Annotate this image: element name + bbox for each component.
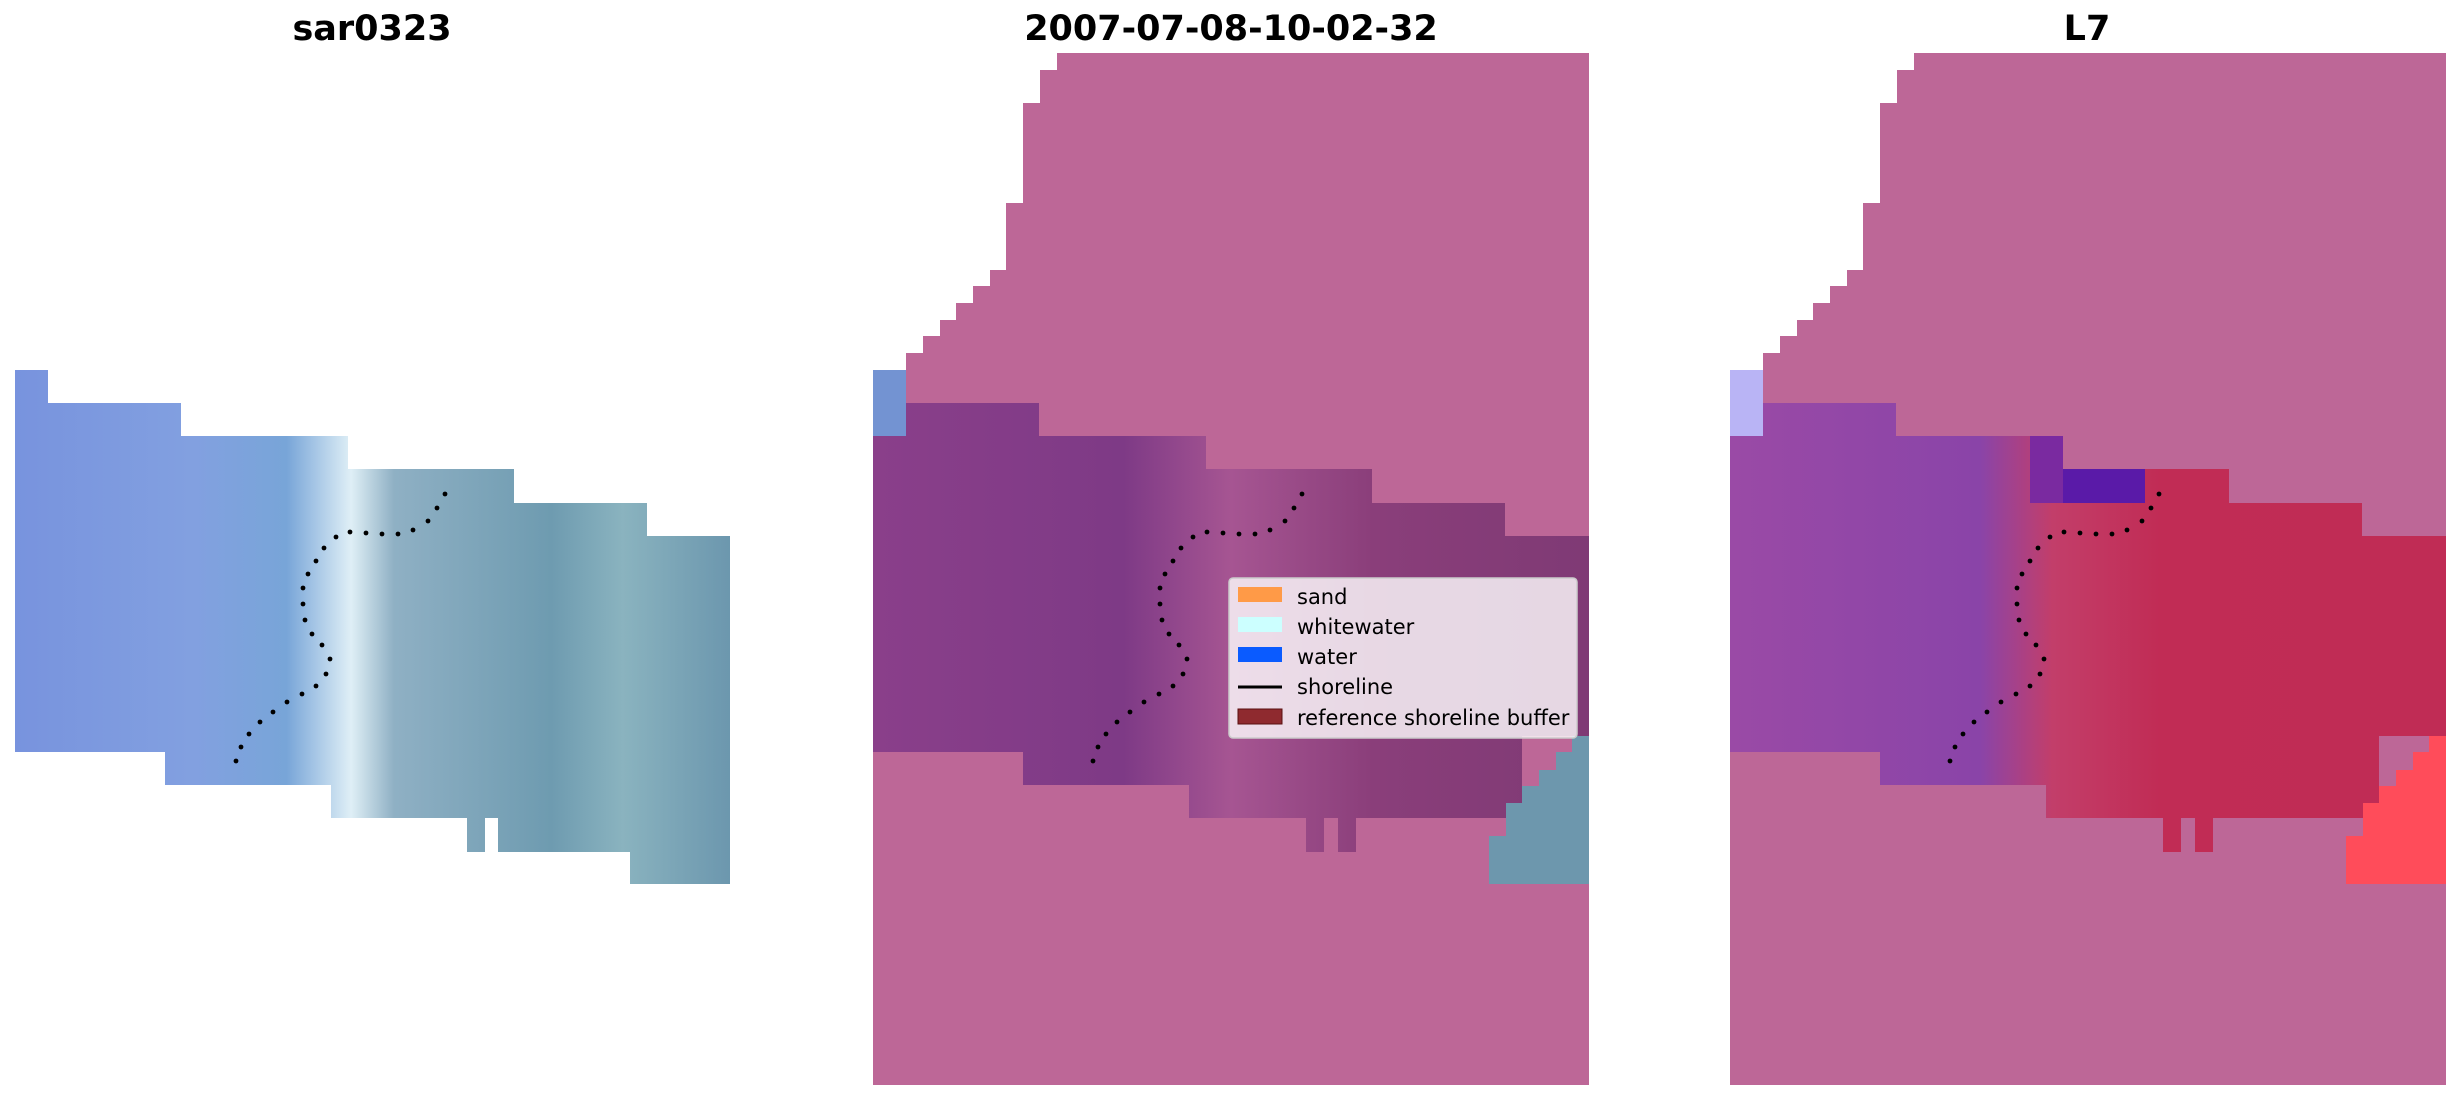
light-red-corner-3 — [2346, 736, 2446, 884]
legend-label-shoreline: shoreline — [1297, 675, 1393, 699]
legend-item-sand: sand — [1238, 585, 1347, 609]
violet-patch-3 — [2063, 469, 2145, 503]
legend-item-whitewater: whitewater — [1238, 615, 1415, 639]
legend-item-water: water — [1238, 645, 1357, 669]
legend-swatch-water — [1238, 647, 1282, 662]
legend-box — [1228, 577, 1578, 739]
panel-title-1: sar0323 — [292, 9, 451, 49]
panel-title-2: 2007-07-08-10-02-32 — [1024, 9, 1438, 49]
legend-swatch-buffer — [1237, 708, 1283, 725]
panel-classification: 2007-07-08-10-02-32 sand — [873, 9, 1589, 1085]
teal-corner-2 — [1489, 736, 1589, 884]
violet-patch-3b — [2030, 436, 2063, 503]
legend: sand whitewater water shoreline referenc… — [1228, 577, 1578, 739]
panel-sar0323: sar0323 — [15, 9, 730, 884]
lavender-patch-3 — [1730, 370, 1763, 436]
panel-title-3: L7 — [2064, 9, 2111, 49]
legend-swatch-whitewater — [1238, 617, 1282, 632]
legend-swatch-sand — [1238, 587, 1282, 602]
legend-label-water: water — [1297, 645, 1357, 669]
shoreline-dots-3 — [1947, 491, 2162, 764]
shoreline-dots-2 — [1090, 491, 1305, 764]
shoreline-dots-1 — [233, 491, 448, 764]
panel-l7: L7 — [1730, 9, 2446, 1085]
legend-label-buffer: reference shoreline buffer — [1297, 706, 1570, 730]
water-patch-2 — [873, 370, 906, 436]
sar-image — [15, 370, 730, 884]
legend-label-whitewater: whitewater — [1297, 615, 1415, 639]
legend-item-reference-shoreline-buffer: reference shoreline buffer — [1237, 706, 1570, 730]
classified-region-3 — [1730, 403, 2446, 852]
legend-item-shoreline: shoreline — [1238, 675, 1393, 699]
legend-label-sand: sand — [1297, 585, 1347, 609]
